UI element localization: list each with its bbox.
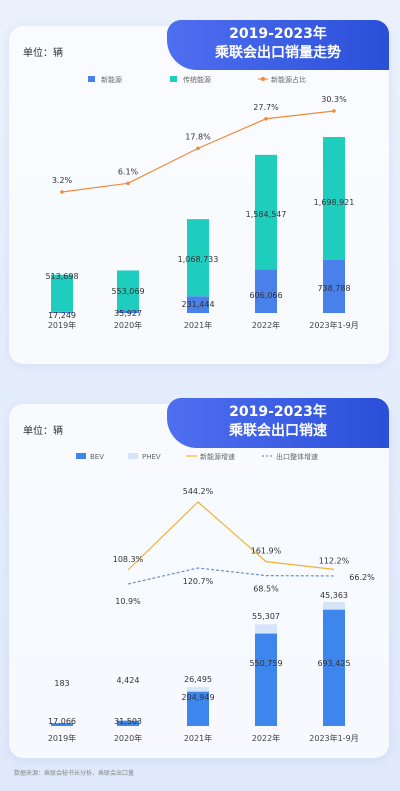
x-tick-label: 2023年1-9月 bbox=[309, 733, 358, 743]
export-growth-line-value-label: 10.9% bbox=[115, 597, 141, 606]
nev-growth-line bbox=[127, 501, 335, 571]
legend-label: 新能源 bbox=[101, 75, 122, 84]
nev-growth-line-value-label: 161.9% bbox=[251, 547, 282, 556]
bar-nev bbox=[117, 310, 139, 313]
legend-label: 传统能源 bbox=[183, 75, 211, 84]
x-tick-label: 2021年 bbox=[184, 733, 212, 743]
legend-swatch-dot bbox=[261, 77, 265, 81]
source-note: 数据来源：乘联会秘书长分析、乘联会出口量 bbox=[14, 770, 135, 777]
x-tick-label: 2020年 bbox=[114, 320, 142, 330]
bar-nev bbox=[323, 259, 345, 313]
bar-phev bbox=[187, 687, 209, 692]
bar-value-label-nev: 738,788 bbox=[317, 284, 350, 293]
bar-nev bbox=[187, 296, 209, 313]
bar-value-label-nev: 231,444 bbox=[181, 300, 214, 309]
bar-value-label-ice: 553,069 bbox=[111, 287, 144, 296]
x-tick-label: 2019年 bbox=[48, 320, 76, 330]
nev-growth-line-value-label: 544.2% bbox=[183, 487, 214, 496]
bar-value-label-phev: 4,424 bbox=[117, 676, 140, 685]
bar-nev bbox=[255, 269, 277, 313]
bar-ice bbox=[117, 270, 139, 311]
share-value-label: 3.2% bbox=[52, 176, 73, 185]
chart-title-tab: 2019-2023年 乘联会出口销速 bbox=[167, 398, 389, 448]
bar-value-label-ice: 513,698 bbox=[45, 272, 78, 281]
bar-value-label-bev: 204,949 bbox=[181, 693, 214, 702]
bar-value-label-ice: 1,584,547 bbox=[246, 210, 287, 219]
bar-ice bbox=[255, 154, 277, 270]
bar-bev bbox=[255, 633, 277, 726]
chart-title-line2: 乘联会出口销速 bbox=[229, 423, 327, 439]
bar-phev bbox=[117, 719, 139, 721]
bar-value-label-nev: 606,066 bbox=[249, 291, 282, 300]
share-point bbox=[196, 146, 200, 151]
legend-swatch bbox=[88, 76, 95, 82]
share-value-label: 6.1% bbox=[118, 167, 139, 176]
bar-value-label-phev: 55,307 bbox=[252, 612, 280, 621]
bar-value-label-phev: 26,495 bbox=[184, 675, 212, 684]
share-value-label: 30.3% bbox=[321, 95, 347, 104]
chart-title-line2: 乘联会出口销量走势 bbox=[215, 45, 341, 61]
bar-value-label-ice: 1,068,733 bbox=[178, 255, 219, 264]
bar-value-label-bev: 31,503 bbox=[114, 717, 142, 726]
x-tick-label: 2019年 bbox=[48, 733, 76, 743]
legend-label: PHEV bbox=[142, 453, 161, 461]
bar-value-label-nev: 35,927 bbox=[114, 309, 142, 318]
legend-label: BEV bbox=[90, 453, 104, 461]
legend-swatch bbox=[170, 76, 177, 82]
bar-bev bbox=[117, 720, 139, 726]
legend-label: 出口整体增速 bbox=[276, 452, 318, 461]
x-tick-label: 2022年 bbox=[252, 733, 280, 743]
bar-value-label-bev: 550,759 bbox=[249, 659, 282, 668]
bar-value-label-bev: 693,425 bbox=[317, 659, 350, 668]
legend-swatch bbox=[128, 453, 138, 459]
share-point bbox=[126, 181, 130, 186]
chart-export-volume: 新能源 传统能源 新能源占比 2019年 2020年 2021年 2022年 2023年1-9… bbox=[45, 75, 358, 330]
bar-value-label-phev: 183 bbox=[54, 679, 69, 688]
legend-label: 新能源增速 bbox=[200, 452, 235, 461]
bar-bev bbox=[323, 609, 345, 726]
legend-label: 新能源占比 bbox=[271, 75, 306, 84]
export-growth-line-value-label: 120.7% bbox=[183, 577, 214, 586]
export-growth-line-value-label: 66.2% bbox=[349, 573, 375, 582]
unit-label: 单位：辆 bbox=[23, 426, 63, 437]
bar-phev bbox=[323, 602, 345, 610]
nev-growth-line-value-label: 108.3% bbox=[113, 555, 144, 564]
x-tick-label: 2022年 bbox=[252, 320, 280, 330]
export-growth-line-value-label: 68.5% bbox=[253, 585, 279, 594]
share-point bbox=[60, 190, 64, 194]
x-tick-label: 2021年 bbox=[184, 320, 212, 330]
bar-phev bbox=[255, 624, 277, 634]
bar-ice bbox=[323, 137, 345, 260]
share-point bbox=[264, 116, 268, 121]
bar-nev bbox=[51, 311, 73, 313]
bar-ice bbox=[51, 274, 73, 312]
export-growth-line bbox=[127, 567, 335, 585]
bar-bev bbox=[51, 723, 73, 726]
bar-ice bbox=[187, 219, 209, 297]
bar-value-label-nev: 17,249 bbox=[48, 311, 76, 320]
share-value-label: 27.7% bbox=[253, 103, 279, 112]
share-point bbox=[332, 109, 336, 113]
bar-value-label-bev: 17,066 bbox=[48, 717, 76, 726]
bar-value-label-phev: 45,363 bbox=[320, 591, 348, 600]
share-value-label: 17.8% bbox=[185, 132, 211, 141]
unit-label: 单位：辆 bbox=[23, 48, 63, 59]
chart-title-line1: 2019-2023年 bbox=[229, 26, 327, 42]
nev-growth-line-value-label: 112.2% bbox=[319, 556, 350, 565]
x-tick-label: 2023年1-9月 bbox=[309, 320, 358, 330]
chart-title-line1: 2019-2023年 bbox=[229, 404, 327, 420]
chart-title-tab: 2019-2023年 乘联会出口销量走势 bbox=[167, 20, 389, 70]
bar-bev bbox=[187, 691, 209, 726]
bar-value-label-ice: 1,698,921 bbox=[314, 198, 355, 207]
x-tick-label: 2020年 bbox=[114, 733, 142, 743]
legend-swatch bbox=[76, 453, 86, 459]
